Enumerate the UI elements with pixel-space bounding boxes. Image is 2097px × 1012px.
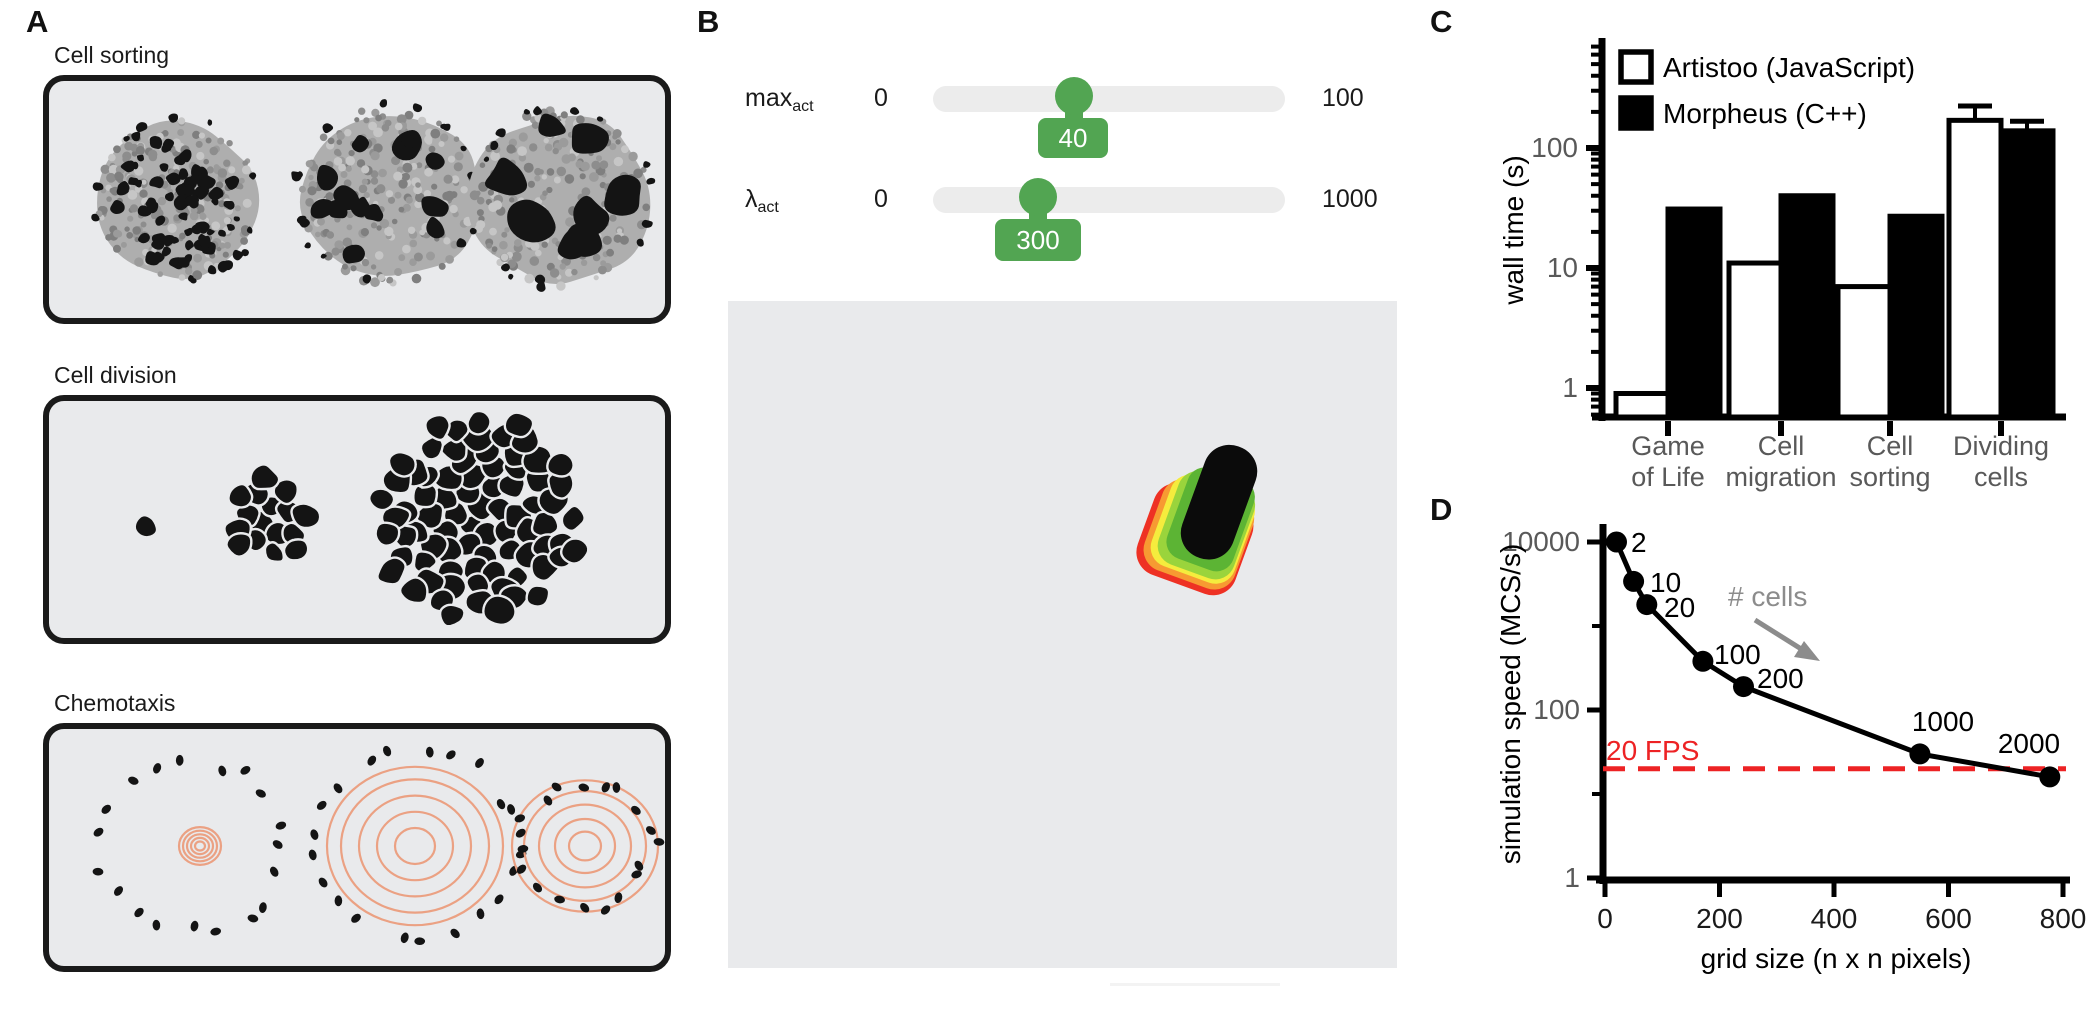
svg-text:800: 800 [2040, 903, 2087, 934]
faint-divider [1110, 983, 1280, 986]
svg-text:0: 0 [1597, 903, 1613, 934]
svg-text:1: 1 [1562, 372, 1578, 403]
slider-lambdaact-thumb[interactable] [1019, 178, 1057, 216]
svg-text:100: 100 [1533, 694, 1580, 725]
svg-text:1000: 1000 [1912, 706, 1974, 737]
slider-maxact-thumb[interactable] [1055, 77, 1093, 115]
svg-text:Dividing: Dividing [1953, 431, 2049, 461]
section-title-cell-division: Cell division [54, 362, 177, 388]
slider-maxact-track[interactable] [933, 86, 1285, 112]
svg-text:migration: migration [1725, 462, 1836, 492]
svg-text:wall time (s): wall time (s) [1498, 155, 1529, 305]
svg-text:2: 2 [1631, 527, 1647, 558]
svg-text:600: 600 [1925, 903, 1972, 934]
svg-text:simulation speed (MCS/s): simulation speed (MCS/s) [1495, 544, 1526, 865]
svg-text:10: 10 [1547, 252, 1578, 283]
section-title-cell-sorting: Cell sorting [54, 42, 170, 68]
slider-maxact-value-badge: 40 [1038, 118, 1108, 158]
panel-c-letter: C [1430, 4, 1453, 39]
svg-text:100: 100 [1531, 132, 1578, 163]
slider-lambdaact-value-badge: 300 [995, 219, 1081, 261]
slider-label-lambdaact-name: λ [745, 185, 758, 213]
svg-text:10000: 10000 [1502, 526, 1580, 557]
slider-maxact-min-label: 0 [874, 84, 888, 112]
slider-lambdaact-track[interactable] [933, 187, 1285, 213]
svg-text:Cell: Cell [1758, 431, 1805, 461]
svg-text:200: 200 [1757, 663, 1804, 694]
svg-text:1: 1 [1564, 862, 1580, 893]
panel-b-letter: B [697, 4, 720, 39]
svg-text:grid size (n x n pixels): grid size (n x n pixels) [1701, 943, 1972, 974]
svg-text:400: 400 [1811, 903, 1858, 934]
svg-text:Morpheus (C++): Morpheus (C++) [1663, 98, 1867, 129]
svg-text:Game: Game [1631, 431, 1705, 461]
slider-lambdaact-max-label: 1000 [1322, 185, 1378, 213]
slider-lambdaact-min-label: 0 [874, 185, 888, 213]
slider-maxact-max-label: 100 [1322, 84, 1364, 112]
simulation-canvas[interactable] [728, 301, 1397, 968]
panel-a-letter: A [26, 4, 49, 39]
svg-text:# cells: # cells [1728, 581, 1807, 612]
section-title-chemotaxis: Chemotaxis [54, 690, 176, 716]
slider-label-maxact-name: max [745, 84, 793, 112]
panel-d-letter: D [1430, 492, 1453, 527]
svg-text:100: 100 [1714, 639, 1761, 670]
svg-text:20: 20 [1664, 592, 1695, 623]
svg-text:sorting: sorting [1849, 462, 1930, 492]
slider-label-maxact: maxact [745, 84, 814, 115]
svg-text:Cell: Cell [1867, 431, 1914, 461]
slider-label-lambdaact-sub: act [757, 199, 779, 216]
svg-text:2000: 2000 [1998, 728, 2060, 759]
svg-text:cells: cells [1974, 462, 2028, 492]
slider-label-maxact-sub: act [792, 98, 814, 115]
svg-text:10: 10 [1650, 567, 1681, 598]
slider-lambdaact-label: λact [745, 185, 779, 216]
svg-text:Artistoo (JavaScript): Artistoo (JavaScript) [1663, 52, 1915, 83]
svg-text:200: 200 [1696, 903, 1743, 934]
svg-text:of Life: of Life [1631, 462, 1705, 492]
svg-text:20 FPS: 20 FPS [1606, 735, 1699, 766]
panel-a-graphics [43, 75, 671, 972]
